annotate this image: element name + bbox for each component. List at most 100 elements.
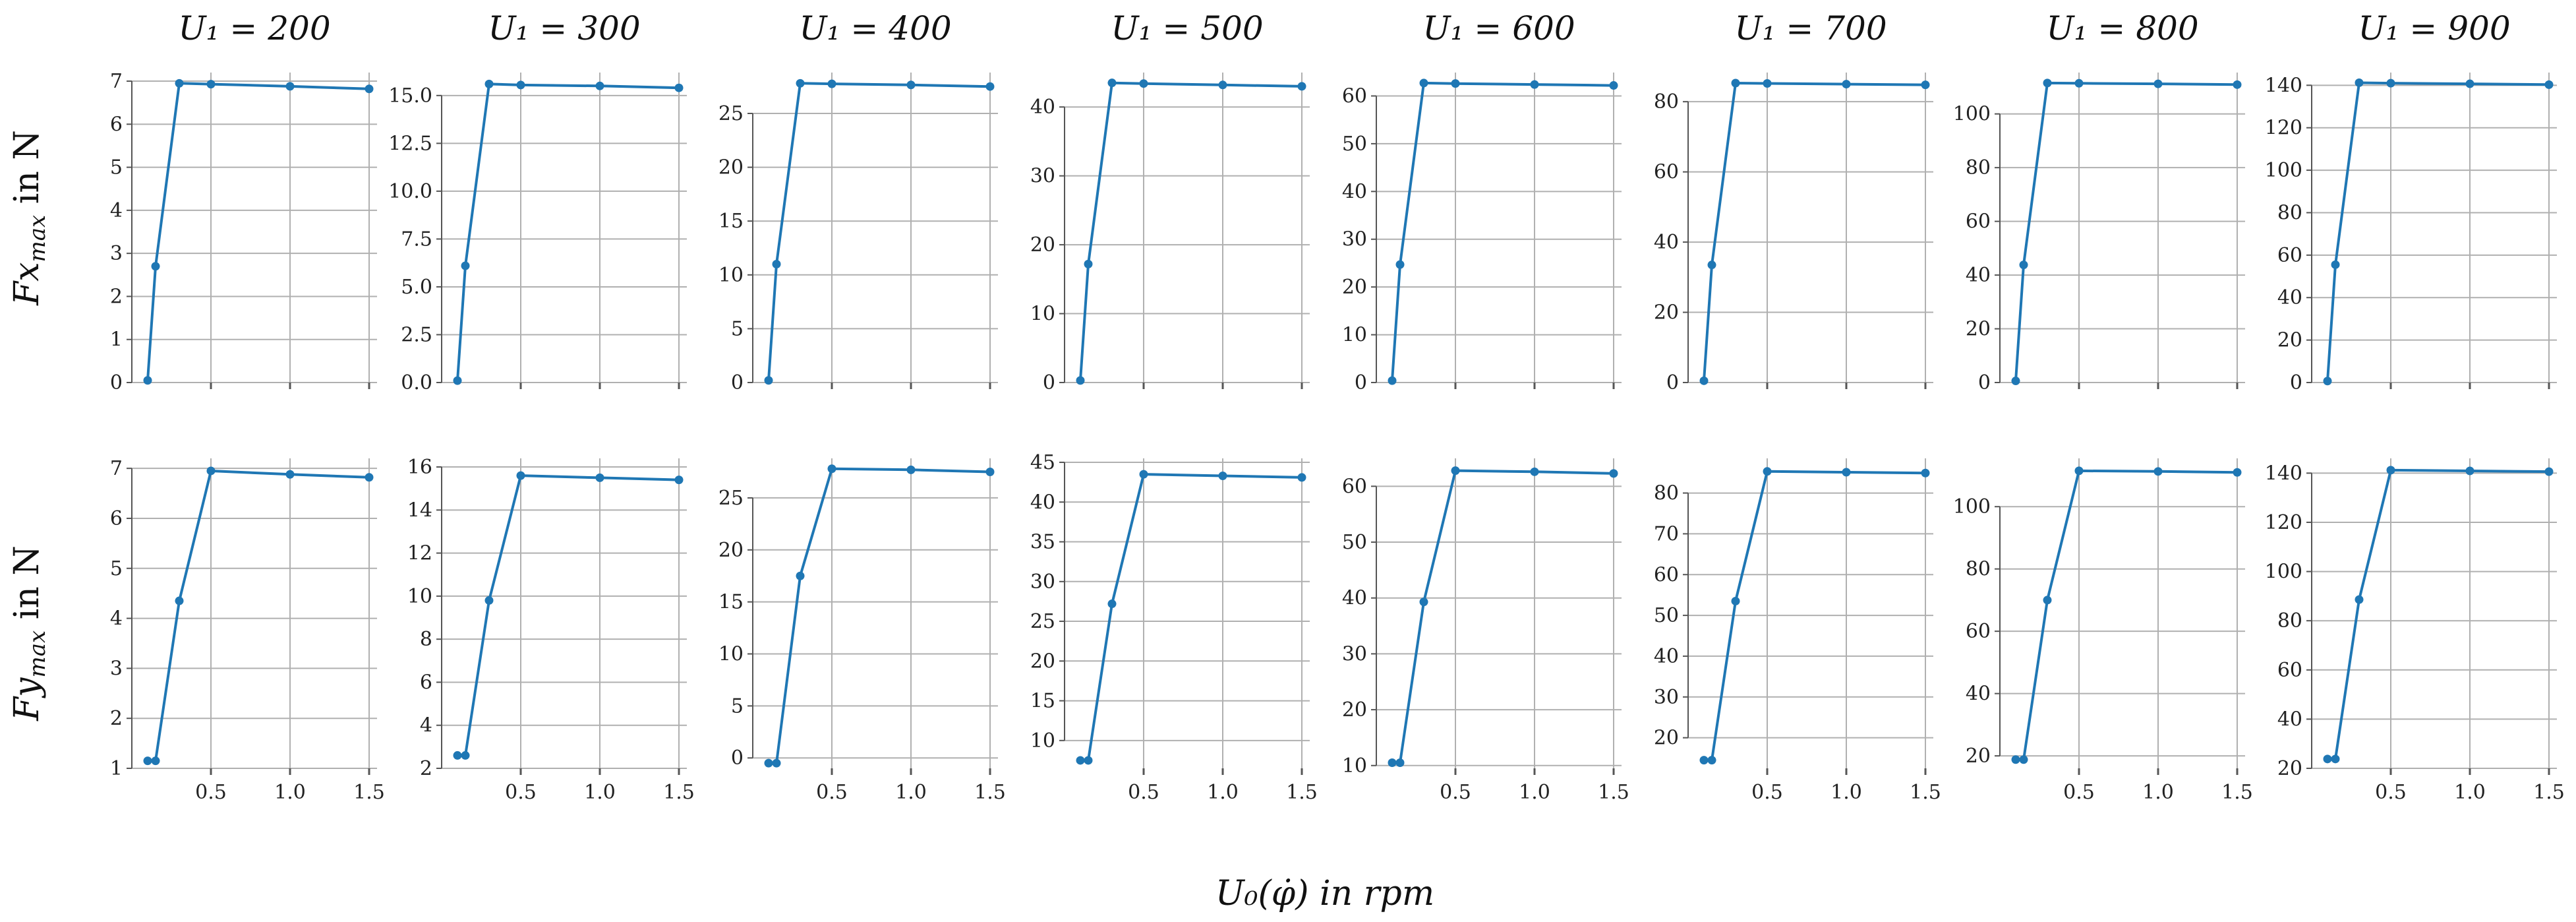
- y-tick-label: 10: [718, 264, 744, 287]
- y-tick-label: 5: [731, 694, 744, 718]
- y-tick-label: 100: [1953, 495, 1991, 518]
- data-point: [1609, 81, 1618, 90]
- x-tick-label: 1.0: [274, 781, 306, 804]
- y-tick-label: 60: [2277, 244, 2302, 267]
- data-point: [827, 464, 836, 474]
- panel-title: U₁ = 600: [1422, 9, 1575, 47]
- row-ylabel-top: Fxmax in N: [7, 130, 51, 306]
- y-tick-label: 30: [1654, 686, 1679, 709]
- data-point: [1842, 468, 1851, 477]
- data-point: [2331, 754, 2340, 764]
- y-tick-label: 16: [407, 456, 432, 479]
- data-point: [1139, 79, 1148, 88]
- panel-1-6: 20 40 60 80 100 0.5 1.0 1.5: [1953, 458, 2253, 804]
- y-tick-label: 12.5: [388, 132, 432, 155]
- y-tick-label: 2: [110, 707, 123, 730]
- y-tick-label: 60: [1342, 475, 1367, 498]
- x-tick-label: 1.5: [1910, 781, 1941, 804]
- series-line: [146, 82, 370, 381]
- data-point: [1218, 80, 1227, 90]
- y-tick-label: 50: [1342, 531, 1367, 554]
- x-tick-label: 0.5: [2375, 781, 2407, 804]
- data-point: [365, 473, 374, 482]
- y-tick-label: 2: [420, 757, 432, 780]
- y-tick-label: 0: [2290, 371, 2302, 394]
- data-point: [206, 80, 216, 89]
- data-point: [796, 78, 805, 88]
- y-tick-label: 70: [1654, 522, 1679, 545]
- data-point: [2233, 468, 2242, 477]
- y-tick-label: 10: [1342, 324, 1367, 347]
- data-point: [985, 468, 995, 477]
- data-point: [1699, 756, 1709, 765]
- data-point: [285, 470, 295, 479]
- x-tick-label: 1.0: [1519, 781, 1550, 804]
- data-point: [1530, 467, 1539, 476]
- data-point: [1076, 376, 1085, 385]
- y-tick-label: 14: [407, 499, 432, 522]
- y-tick-label: 15: [718, 591, 744, 614]
- data-point: [2153, 79, 2163, 88]
- y-tick-label: 5: [731, 317, 744, 340]
- y-tick-label: 6: [420, 671, 432, 694]
- data-point: [1451, 79, 1460, 88]
- data-point: [2011, 377, 2020, 386]
- data-point: [1763, 467, 1772, 476]
- y-tick-label: 20: [1966, 318, 1991, 341]
- panel-1-1: 2 4 6 8 10 12 14 16 0.5 1.0 1.5: [407, 456, 695, 804]
- y-tick-label: 10: [1342, 754, 1367, 778]
- y-tick-label: 20: [1030, 233, 1055, 257]
- y-tick-label: 80: [2277, 609, 2302, 632]
- data-point: [516, 80, 525, 90]
- y-tick-label: 40: [1030, 491, 1055, 514]
- y-tick-label: 40: [1030, 96, 1055, 119]
- data-point: [1921, 468, 1930, 477]
- y-tick-label: 120: [2265, 511, 2302, 534]
- x-tick-label: 1.0: [2142, 781, 2174, 804]
- data-point: [461, 751, 470, 760]
- y-tick-label: 50: [1342, 133, 1367, 156]
- y-tick-label: 30: [1030, 165, 1055, 188]
- y-tick-label: 0: [1043, 371, 1055, 394]
- y-tick-label: 80: [1654, 482, 1679, 505]
- y-tick-label: 20: [1654, 301, 1679, 324]
- data-point: [2233, 80, 2242, 89]
- panel-title: U₁ = 200: [178, 9, 330, 47]
- y-tick-label: 140: [2265, 462, 2302, 485]
- data-point: [2043, 78, 2052, 88]
- y-tick-label: 1: [110, 757, 123, 780]
- panel-title: U₁ = 300: [488, 9, 640, 47]
- series-line: [2326, 81, 2550, 381]
- panel-1-0: 1 2 3 4 5 6 7 0.5 1.0 1.5: [110, 457, 385, 804]
- data-point: [175, 596, 184, 605]
- data-point: [764, 376, 773, 385]
- panel-0-3: 0 10 20 30 40 U₁ = 500: [1030, 9, 1310, 394]
- data-point: [1297, 82, 1306, 91]
- data-point: [2544, 467, 2554, 476]
- data-point: [772, 758, 781, 768]
- x-tick-label: 1.0: [1830, 781, 1862, 804]
- x-tick-label: 0.5: [816, 781, 848, 804]
- panel-0-6: 0 20 40 60 80 100 U₁ = 800: [1953, 9, 2245, 394]
- panel-title: U₁ = 500: [1111, 9, 1263, 47]
- x-tick-label: 1.0: [1207, 781, 1239, 804]
- panel-1-2: 0 5 10 15 20 25 0.5 1.0 1.5: [718, 458, 1006, 804]
- y-tick-label: 80: [1966, 558, 1991, 581]
- y-tick-label: 7: [110, 457, 123, 480]
- data-point: [484, 79, 494, 88]
- data-point: [827, 79, 836, 88]
- series-line: [1703, 82, 1926, 381]
- y-tick-label: 60: [2277, 659, 2302, 682]
- data-point: [2544, 80, 2554, 89]
- y-tick-label: 35: [1030, 531, 1055, 554]
- y-tick-label: 100: [2265, 561, 2302, 584]
- data-point: [516, 471, 525, 480]
- data-point: [1707, 756, 1716, 765]
- y-tick-label: 5: [110, 156, 123, 179]
- data-point: [151, 262, 160, 271]
- data-point: [1707, 261, 1716, 270]
- x-tick-label: 1.5: [663, 781, 695, 804]
- data-point: [764, 758, 773, 768]
- y-tick-label: 60: [1654, 161, 1679, 184]
- y-tick-label: 40: [1654, 645, 1679, 668]
